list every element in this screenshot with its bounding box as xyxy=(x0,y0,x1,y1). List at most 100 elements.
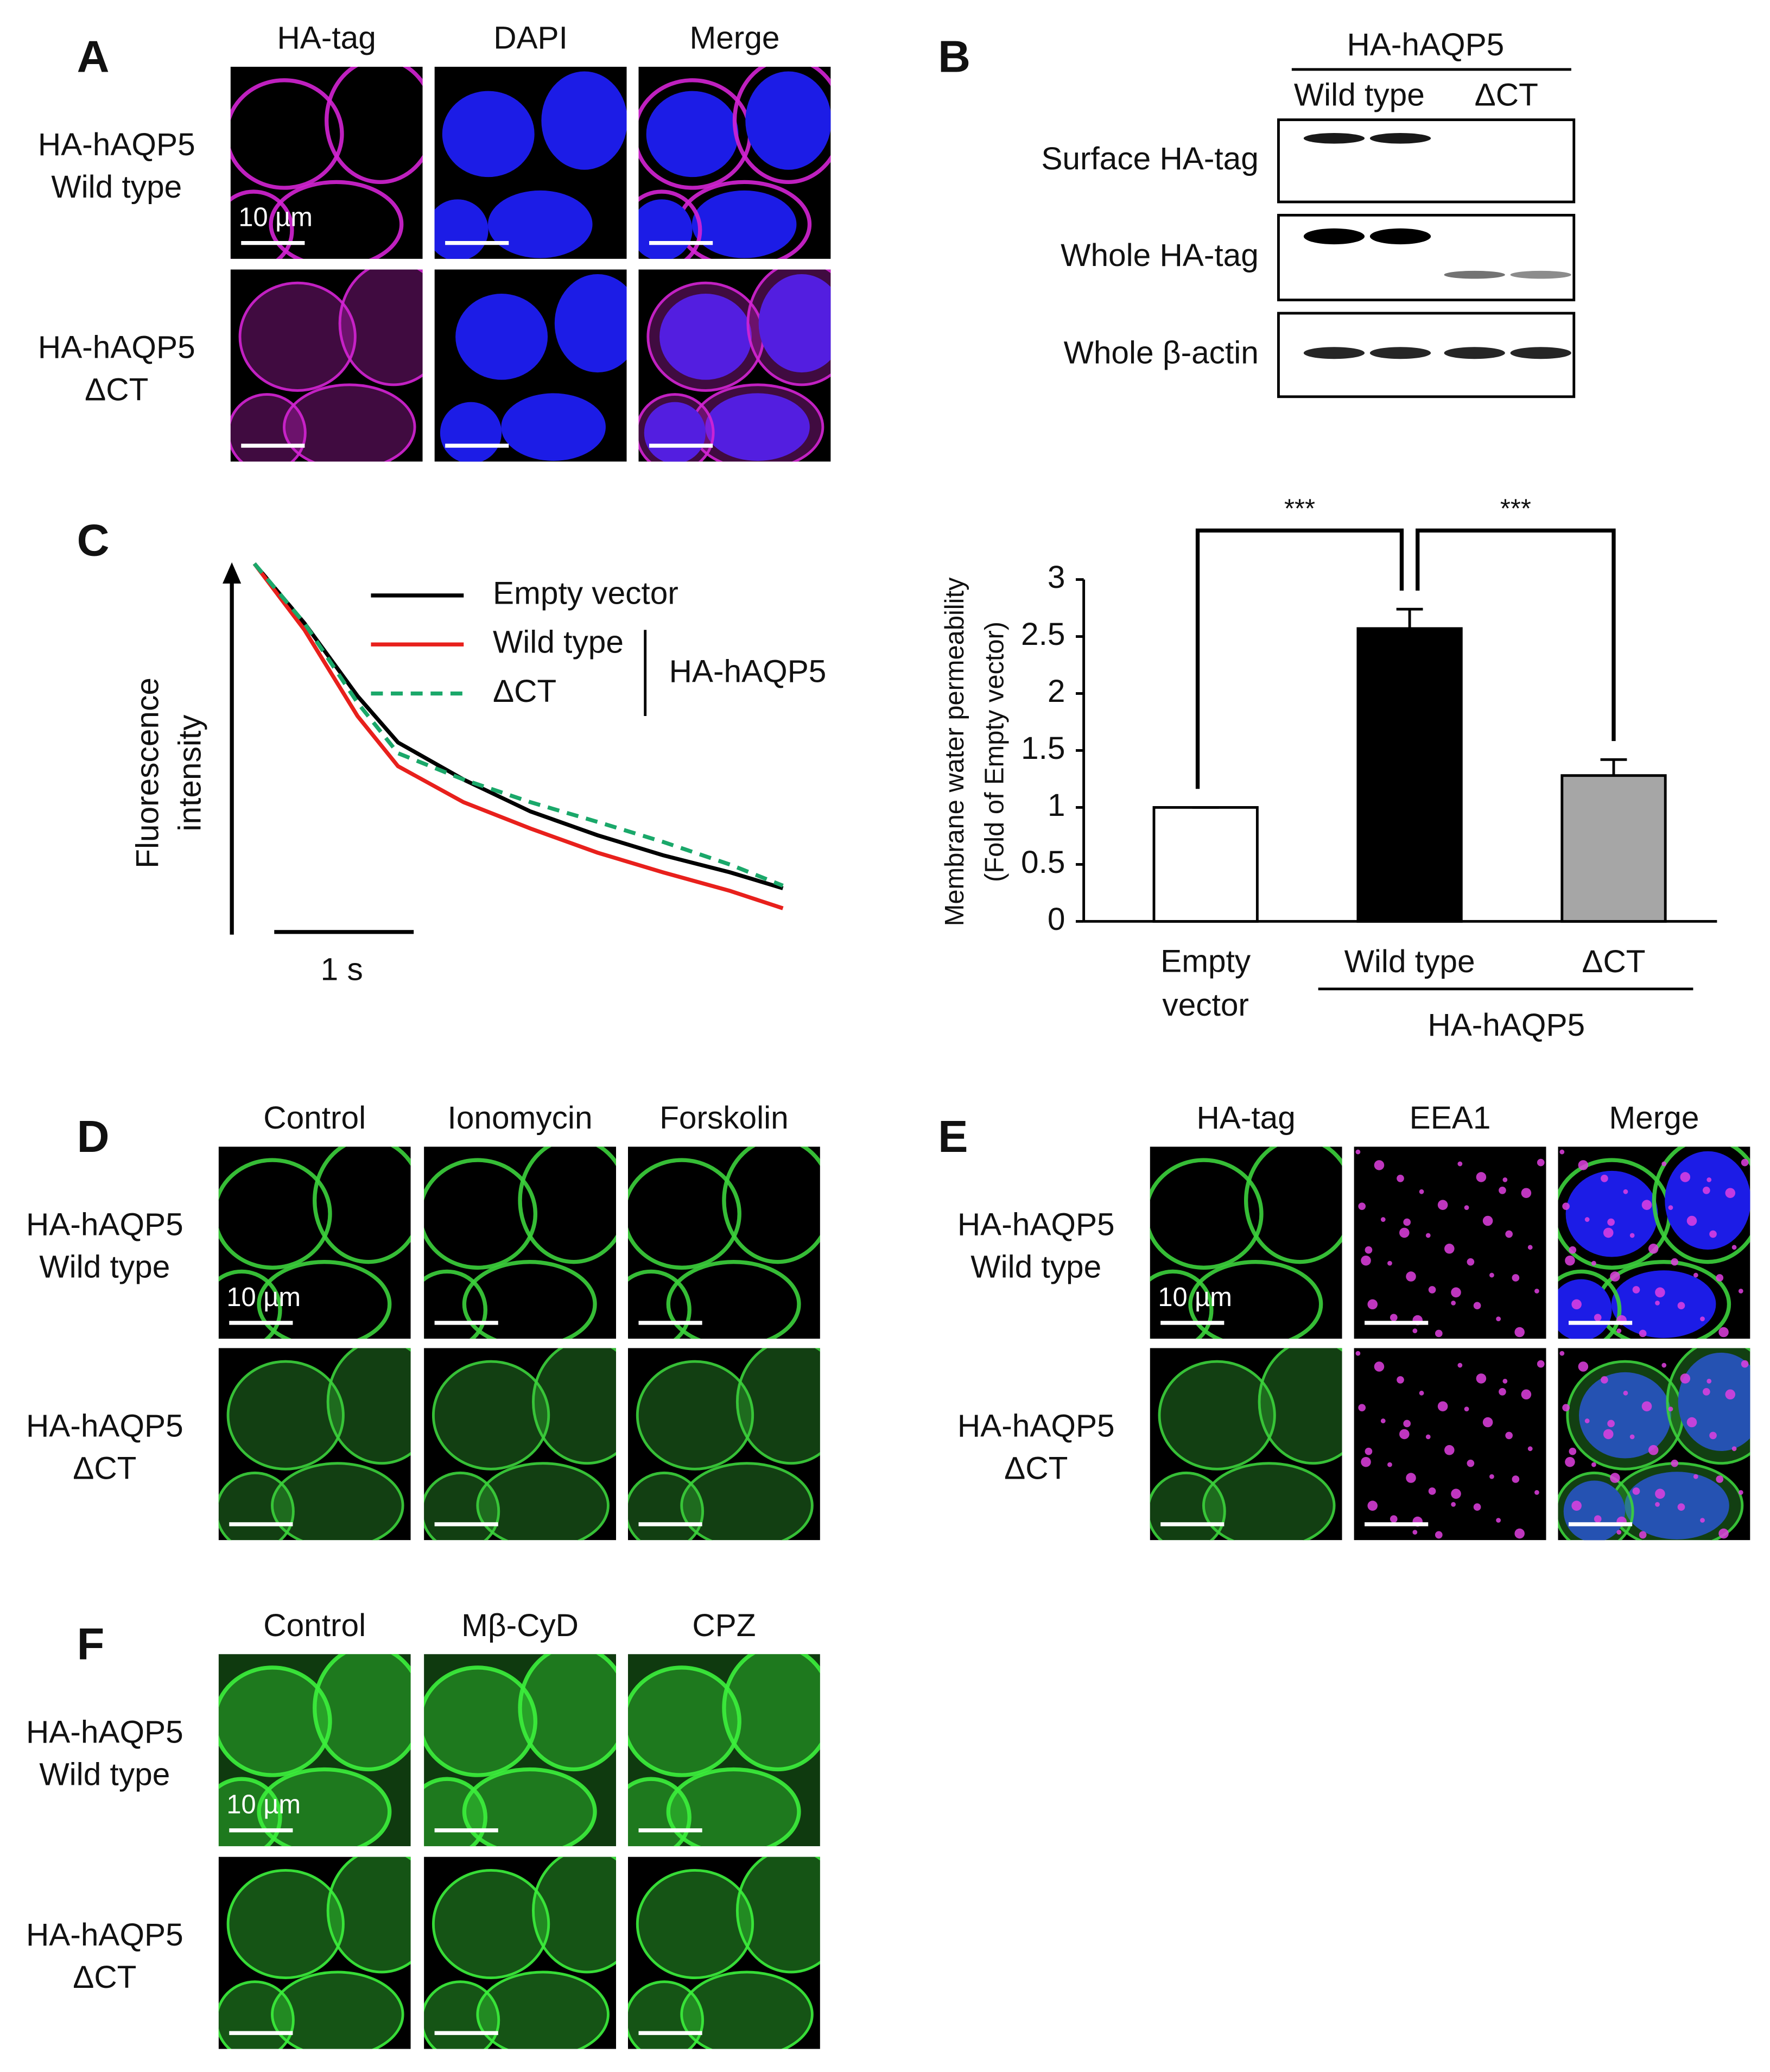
micrograph xyxy=(1558,1348,1750,1541)
endosome-dot xyxy=(1741,1360,1749,1368)
endosome-dot xyxy=(1565,1456,1575,1467)
endosome-dot xyxy=(1584,1217,1590,1222)
cytoplasm xyxy=(240,283,356,391)
endosome-dot xyxy=(1425,1434,1431,1440)
bar xyxy=(1356,627,1463,923)
micrograph xyxy=(434,269,627,462)
endosome-dot xyxy=(1512,1475,1520,1483)
nucleus xyxy=(487,190,593,258)
endosome-dot xyxy=(1607,1218,1615,1226)
endosome-dot xyxy=(1738,1288,1743,1294)
endosome-dot xyxy=(1671,1258,1679,1266)
row-label: HA-hAQP5 xyxy=(957,1207,1115,1242)
endosome-dot xyxy=(1569,1447,1577,1455)
endosome-dot xyxy=(1437,1401,1448,1411)
membrane xyxy=(476,1462,610,1541)
row-label: Wild type xyxy=(51,169,182,205)
x-tick-label: Wild type xyxy=(1344,944,1475,979)
panel-letter: E xyxy=(938,1111,968,1162)
cytoplasm xyxy=(627,1667,740,1776)
endosome-dot xyxy=(1616,1328,1622,1333)
micrograph xyxy=(1354,1146,1546,1339)
cytoplasm xyxy=(724,1654,820,1770)
endosome-dot xyxy=(1738,1490,1743,1495)
nucleus xyxy=(442,91,535,178)
endosome-dot xyxy=(1365,1246,1373,1254)
cytoplasm xyxy=(648,283,764,391)
legend-group: HA-hAQP5 xyxy=(669,654,827,689)
micrograph xyxy=(1558,1146,1750,1339)
endosome-dot xyxy=(1632,1487,1640,1495)
image-bg xyxy=(230,269,423,462)
cytoplasm xyxy=(637,1361,753,1469)
endosome-dot xyxy=(1648,1243,1659,1254)
micrograph xyxy=(218,1654,411,1847)
membrane xyxy=(218,1269,282,1339)
endosome-dot xyxy=(1716,1475,1724,1483)
endosome-dot xyxy=(1467,1459,1475,1467)
membrane xyxy=(283,383,416,462)
membrane xyxy=(257,1767,392,1847)
endosome-dot xyxy=(1616,1530,1622,1535)
membrane xyxy=(218,1471,295,1541)
y-tick-label: 1.5 xyxy=(1021,731,1065,766)
endosome-dot xyxy=(1594,1314,1602,1322)
membrane xyxy=(230,78,344,190)
nucleus xyxy=(440,402,502,462)
image-bg xyxy=(218,1348,411,1541)
blot-column: ΔCT xyxy=(1475,78,1538,113)
y-axis-label: Fluorescence xyxy=(130,677,165,869)
image-bg xyxy=(627,1348,820,1541)
endosome-dot xyxy=(1437,1200,1448,1210)
endosome-dot xyxy=(1731,1446,1737,1452)
membrane xyxy=(1202,1462,1336,1541)
membrane xyxy=(432,1868,550,1980)
endosome-dot xyxy=(1457,1363,1463,1368)
micrograph xyxy=(638,67,831,259)
data-line xyxy=(252,562,784,890)
nucleus xyxy=(1565,1170,1658,1257)
cytoplasm xyxy=(692,384,823,462)
nucleus xyxy=(434,199,489,259)
membrane xyxy=(532,1856,617,1974)
endosome-dot xyxy=(1623,1390,1628,1396)
row-label: Wild type xyxy=(970,1250,1101,1285)
image-bg xyxy=(424,1348,617,1541)
endosome-dot xyxy=(1655,1488,1665,1499)
membrane xyxy=(627,1269,691,1339)
endosome-dot xyxy=(1521,1188,1532,1199)
endosome-dot xyxy=(1451,1287,1461,1298)
blot-band xyxy=(1369,347,1431,359)
legend-label: Wild type xyxy=(493,625,624,660)
endosome-dot xyxy=(1444,1243,1455,1254)
endosome-dot xyxy=(1709,1431,1717,1440)
micrograph xyxy=(1150,1146,1342,1339)
endosome-dot xyxy=(1639,1329,1647,1338)
y-axis-label: (Fold of Empty vector) xyxy=(980,622,1009,882)
column-header: Control xyxy=(263,1100,366,1136)
membrane xyxy=(230,393,307,462)
endosome-dot xyxy=(1514,1528,1525,1539)
legend-label: ΔCT xyxy=(493,674,556,709)
row-label: HA-hAQP5 xyxy=(38,330,195,365)
membrane xyxy=(1666,1348,1750,1465)
cytoplasm xyxy=(1203,1463,1335,1541)
endosome-dot xyxy=(1499,1388,1506,1396)
endosome-dot xyxy=(1502,1378,1508,1384)
endosome-dot xyxy=(1451,1488,1461,1499)
endosome-dot xyxy=(1693,1272,1698,1278)
blot-band xyxy=(1303,133,1365,144)
endosome-dot xyxy=(1607,1420,1615,1428)
cytoplasm xyxy=(328,1348,411,1463)
endosome-dot xyxy=(1412,1530,1418,1535)
row-label: Wild type xyxy=(39,1757,170,1792)
blot-band xyxy=(1510,347,1571,359)
membrane xyxy=(532,1348,617,1465)
row-label: ΔCT xyxy=(85,372,148,408)
cytoplasm xyxy=(681,1463,813,1541)
endosome-dot xyxy=(1482,1417,1493,1428)
endosome-dot xyxy=(1629,1434,1635,1440)
endosome-dot xyxy=(1571,1500,1582,1511)
